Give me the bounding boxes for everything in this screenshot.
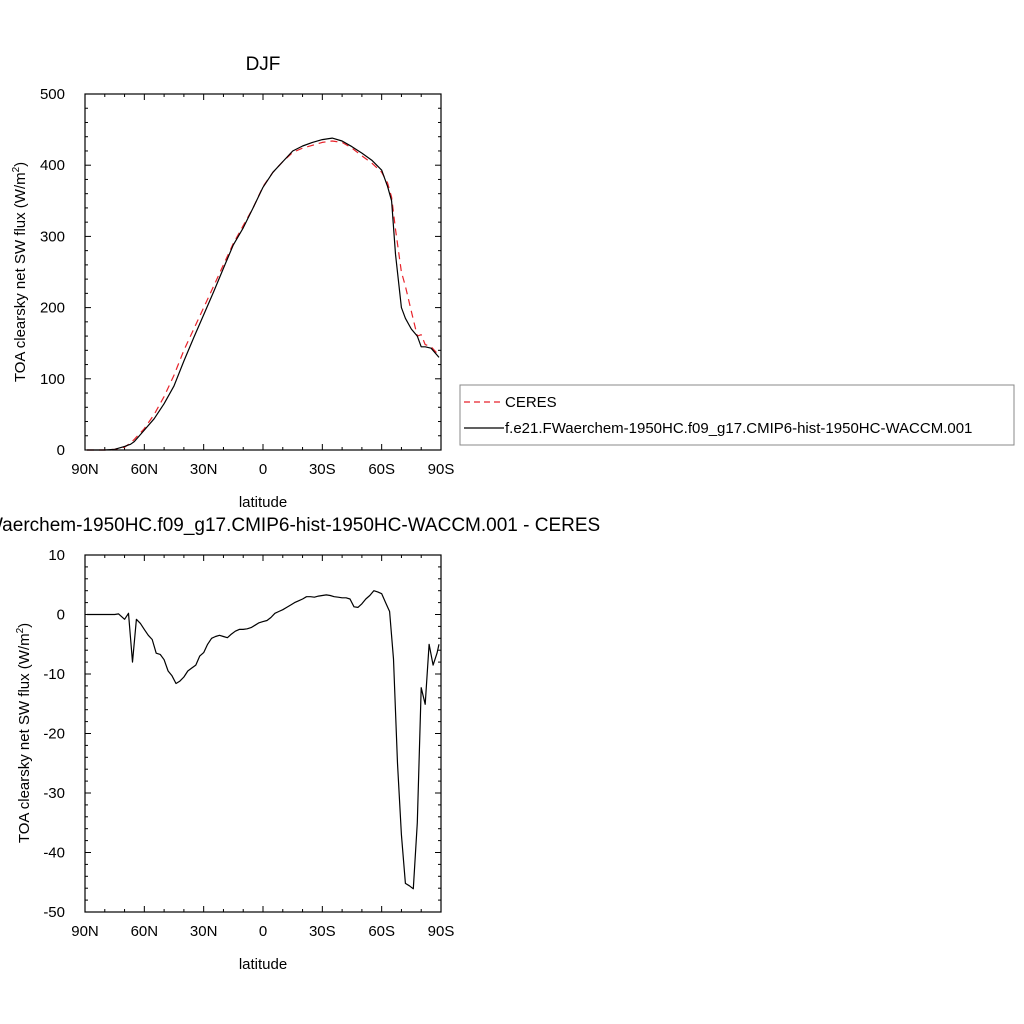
x-tick-label: 0 bbox=[259, 923, 267, 940]
x-tick-label: 60S bbox=[368, 923, 395, 940]
bottom-y-ticks: -50 -40 -30 -20 -10 0 10 bbox=[43, 547, 441, 921]
x-tick-label: 90N bbox=[71, 461, 99, 478]
y-tick-label: 10 bbox=[48, 547, 65, 564]
bottom-y-axis-title: TOA clearsky net SW flux (W/m2) bbox=[15, 623, 33, 843]
y-tick-label: 0 bbox=[57, 607, 65, 624]
x-tick-label: 0 bbox=[259, 461, 267, 478]
x-tick-label: 60S bbox=[368, 461, 395, 478]
top-x-axis-title: latitude bbox=[239, 494, 287, 511]
bottom-y-axis-title-superscript: 2 bbox=[15, 627, 26, 633]
y-tick-label: 400 bbox=[40, 157, 65, 174]
y-tick-label: 0 bbox=[57, 442, 65, 459]
y-tick-label: 200 bbox=[40, 300, 65, 317]
x-tick-label: 90S bbox=[428, 461, 455, 478]
x-tick-label: 90N bbox=[71, 923, 99, 940]
bottom-chart-title: f.e21.FWaerchem-1950HC.f09_g17.CMIP6-his… bbox=[0, 515, 600, 536]
x-tick-label: 90S bbox=[428, 923, 455, 940]
bottom-y-axis-title-main: TOA clearsky net SW flux (W/m bbox=[16, 633, 33, 843]
x-tick-label: 30N bbox=[190, 923, 218, 940]
x-tick-label: 30S bbox=[309, 461, 336, 478]
top-y-axis-title-close: ) bbox=[12, 162, 29, 167]
bottom-chart: f.e21.FWaerchem-1950HC.f09_g17.CMIP6-his… bbox=[0, 515, 600, 973]
top-y-axis-title-main: TOA clearsky net SW flux (W/m bbox=[12, 172, 29, 382]
series-line-1 bbox=[87, 137, 440, 451]
legend: CERES f.e21.FWaerchem-1950HC.f09_g17.CMI… bbox=[459, 384, 1015, 446]
x-tick-label: 30N bbox=[190, 461, 218, 478]
bottom-plot-frame bbox=[84, 554, 442, 913]
y-tick-label: -30 bbox=[43, 785, 65, 802]
x-tick-label: 60N bbox=[131, 923, 159, 940]
top-chart: DJF 90N 60N 30N 0 30S 60S 90S 0 100 200 300 400 500… bbox=[11, 54, 454, 511]
top-y-axis-title: TOA clearsky net SW flux (W/m2) bbox=[11, 162, 29, 382]
x-tick-label: 60N bbox=[131, 461, 159, 478]
legend-box bbox=[459, 384, 1015, 446]
legend-label-model: f.e21.FWaerchem-1950HC.f09_g17.CMIP6-his… bbox=[505, 420, 972, 437]
series-line-0 bbox=[87, 590, 440, 890]
y-tick-label: -10 bbox=[43, 666, 65, 683]
y-tick-label: -40 bbox=[43, 845, 65, 862]
top-series bbox=[87, 137, 440, 451]
legend-label-ceres: CERES bbox=[505, 394, 557, 411]
top-chart-title: DJF bbox=[246, 54, 281, 75]
y-tick-label: 500 bbox=[40, 86, 65, 103]
x-tick-label: 30S bbox=[309, 923, 336, 940]
y-tick-label: 100 bbox=[40, 371, 65, 388]
bottom-x-axis-title: latitude bbox=[239, 956, 287, 973]
bottom-y-axis-title-close: ) bbox=[16, 623, 33, 628]
y-tick-label: -50 bbox=[43, 904, 65, 921]
top-y-ticks: 0 100 200 300 400 500 bbox=[40, 86, 441, 459]
top-y-axis-title-superscript: 2 bbox=[11, 166, 22, 172]
y-tick-label: -20 bbox=[43, 726, 65, 743]
y-tick-label: 300 bbox=[40, 228, 65, 245]
bottom-x-ticks: 90N 60N 30N 0 30S 60S 90S bbox=[71, 555, 454, 940]
bottom-series bbox=[87, 590, 440, 890]
top-x-ticks: 90N 60N 30N 0 30S 60S 90S bbox=[71, 94, 454, 478]
top-plot-frame bbox=[84, 93, 442, 451]
